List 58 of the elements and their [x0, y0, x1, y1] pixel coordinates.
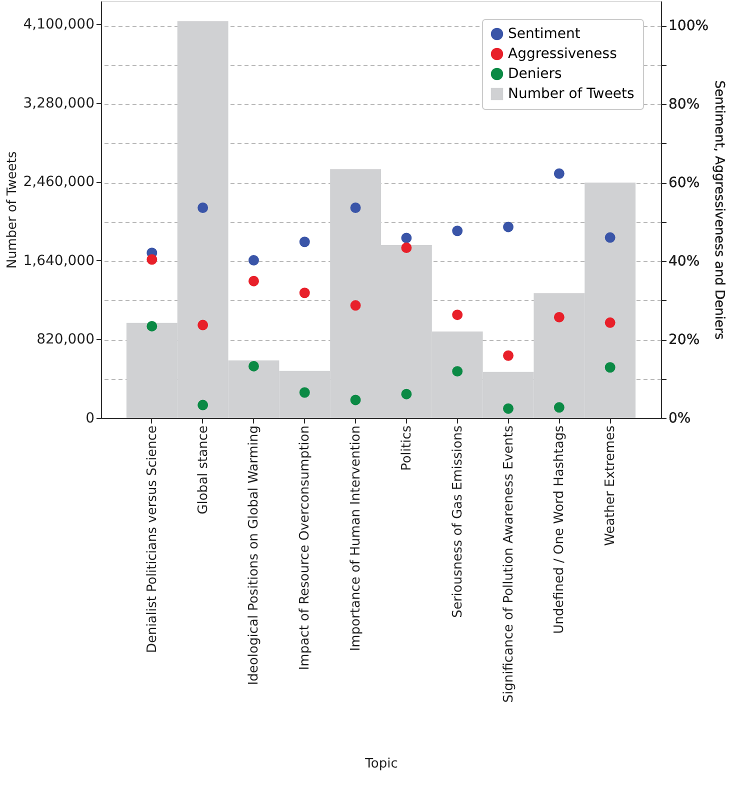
point: [554, 312, 564, 322]
y-tick-label: 820,000: [36, 332, 94, 348]
point: [503, 403, 514, 414]
point: [198, 202, 208, 213]
point: [146, 320, 158, 332]
y-tick-label: 1,640,000: [23, 252, 94, 269]
point: [452, 366, 463, 377]
x-tick-label: Weather Extremes: [603, 425, 618, 546]
x-tick-label: Denialist Politicians versus Science: [144, 426, 160, 654]
point: [248, 360, 259, 372]
y2-tick-label: 100%: [668, 18, 709, 34]
y2-tick-label: 60%: [668, 175, 700, 192]
x-tick-label: Significance of Pollution Awareness Events: [501, 425, 516, 703]
point: [299, 236, 310, 248]
point: [503, 350, 514, 361]
point: [198, 400, 208, 410]
legend-label: Number of Tweets: [508, 86, 634, 102]
point: [401, 232, 412, 244]
point: [248, 255, 259, 266]
point: [604, 362, 616, 373]
point: [350, 394, 361, 406]
point: [248, 276, 259, 286]
point: [503, 222, 514, 232]
point: [452, 310, 463, 320]
point: [604, 317, 616, 328]
point: [198, 320, 208, 330]
point: [604, 232, 616, 243]
y2-tick-label: 40%: [668, 254, 700, 270]
y-tick-label: 2,460,000: [23, 174, 94, 190]
point: [299, 288, 310, 298]
point: [350, 202, 361, 213]
legend-label: Aggressiveness: [508, 46, 617, 62]
legend-label: Deniers: [508, 66, 562, 82]
x-tick-label: Seriousness of Gas Emissions: [450, 425, 466, 618]
point: [350, 300, 361, 311]
x-tick-label: Politics: [399, 425, 414, 471]
y-tick-label: 4,100,000: [23, 16, 94, 33]
point: [299, 387, 310, 398]
y2-tick-label: 0%: [668, 410, 691, 426]
y2-tick-label: 80%: [668, 96, 700, 113]
point: [554, 168, 564, 179]
y2-tick-label: 20%: [668, 332, 700, 348]
x-tick-label: Importance of Human Intervention: [348, 426, 364, 652]
point: [452, 226, 463, 236]
y2-axis-title: Sentiment, Aggressiveness and Deniers: [712, 80, 727, 340]
x-tick-label: Ideological Positions on Global Warming: [246, 426, 262, 686]
point: [401, 242, 412, 253]
y-tick-label: 0: [86, 410, 94, 426]
x-tick-label: Undefined / One Word Hashtags: [552, 425, 568, 634]
point: [554, 402, 564, 413]
legend-label: Sentiment: [508, 26, 581, 42]
y-axis-title: Number of Tweets: [5, 151, 20, 269]
x-tick-label: Impact of Resource Overconsumption: [298, 426, 313, 670]
y-tick-label: 3,280,000: [23, 95, 94, 112]
x-axis-title: Topic: [364, 756, 398, 772]
x-tick-label: Global stance: [196, 426, 211, 514]
point: [401, 388, 412, 400]
point: [146, 254, 158, 265]
